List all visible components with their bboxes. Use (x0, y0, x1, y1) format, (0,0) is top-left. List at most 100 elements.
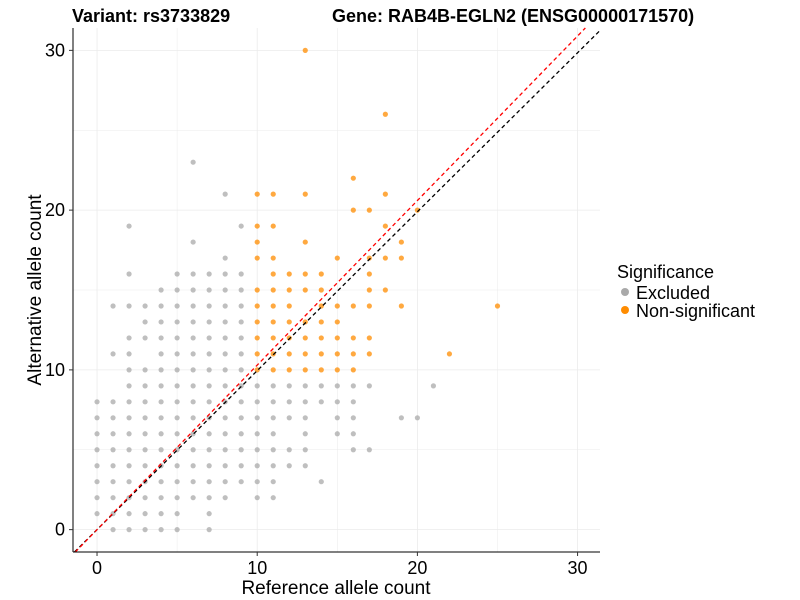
point-excluded (238, 271, 244, 277)
point-excluded (174, 287, 180, 293)
point-non-significant (446, 351, 453, 357)
point-excluded (110, 479, 116, 485)
point-excluded (142, 335, 148, 341)
point-excluded (366, 447, 372, 453)
point-excluded (94, 463, 100, 469)
point-excluded (190, 239, 196, 245)
point-excluded (126, 383, 132, 389)
point-excluded (318, 479, 324, 485)
point-non-significant (318, 303, 324, 309)
point-excluded (302, 383, 308, 389)
point-non-significant (318, 335, 324, 341)
point-excluded (222, 495, 228, 501)
point-excluded (238, 367, 244, 373)
point-excluded (350, 431, 356, 437)
point-non-significant (366, 207, 372, 213)
point-non-significant (398, 255, 404, 261)
point-non-significant (318, 271, 324, 277)
point-non-significant (494, 303, 501, 309)
point-non-significant (254, 303, 260, 309)
point-excluded (350, 447, 356, 453)
point-excluded (190, 319, 196, 325)
point-excluded (206, 431, 212, 437)
x-tick-label: 30 (568, 558, 588, 578)
point-non-significant (366, 287, 372, 293)
point-excluded (398, 415, 404, 421)
point-excluded (334, 431, 340, 437)
point-non-significant (382, 111, 388, 117)
point-non-significant (382, 255, 388, 261)
point-non-significant (254, 239, 260, 245)
point-excluded (190, 271, 196, 277)
point-non-significant (254, 335, 260, 341)
point-excluded (366, 383, 372, 389)
point-non-significant (382, 287, 388, 293)
point-excluded (126, 431, 132, 437)
point-non-significant (302, 191, 308, 197)
point-non-significant (334, 255, 340, 261)
y-tick-label: 0 (55, 520, 65, 540)
point-non-significant (286, 303, 292, 309)
point-excluded (142, 319, 148, 325)
legend-label-excluded: Excluded (636, 283, 710, 303)
point-non-significant (302, 47, 308, 53)
reference-lines (74, 27, 601, 553)
point-excluded (126, 527, 132, 533)
point-excluded (142, 431, 148, 437)
point-excluded (190, 479, 196, 485)
legend-swatch-excluded (621, 288, 629, 296)
point-non-significant (270, 367, 276, 373)
point-excluded (222, 383, 228, 389)
point-excluded (94, 495, 100, 501)
point-excluded (94, 447, 100, 453)
point-excluded (94, 479, 100, 485)
point-excluded (238, 415, 244, 421)
point-excluded (142, 511, 148, 517)
y-axis-label: Alternative allele count (25, 194, 46, 386)
point-excluded (110, 351, 116, 357)
point-excluded (350, 399, 356, 405)
x-tick-label: 0 (92, 558, 102, 578)
point-excluded (302, 399, 308, 405)
point-non-significant (302, 351, 308, 357)
point-excluded (206, 287, 212, 293)
point-excluded (110, 527, 116, 533)
point-excluded (222, 319, 228, 325)
point-excluded (190, 383, 196, 389)
point-excluded (126, 463, 132, 469)
point-excluded (190, 335, 196, 341)
point-excluded (158, 303, 164, 309)
x-tick-label: 20 (407, 558, 427, 578)
point-excluded (126, 335, 132, 341)
point-non-significant (302, 319, 308, 325)
point-non-significant (350, 207, 356, 213)
point-non-significant (302, 271, 308, 277)
point-non-significant (318, 287, 324, 293)
point-excluded (142, 383, 148, 389)
point-non-significant (302, 239, 308, 245)
point-excluded (190, 463, 196, 469)
point-excluded (254, 415, 260, 421)
point-excluded (254, 447, 260, 453)
point-excluded (270, 383, 276, 389)
point-excluded (158, 351, 164, 357)
point-excluded (94, 399, 100, 405)
point-excluded (190, 159, 196, 165)
point-excluded (238, 319, 244, 325)
point-non-significant (334, 319, 340, 325)
point-non-significant (302, 287, 308, 293)
point-excluded (270, 495, 276, 501)
point-non-significant (334, 351, 340, 357)
identity-line (74, 30, 601, 553)
point-non-significant (286, 319, 292, 325)
point-excluded (190, 447, 196, 453)
point-excluded (174, 335, 180, 341)
point-excluded (158, 367, 164, 373)
point-excluded (270, 479, 276, 485)
point-excluded (126, 415, 132, 421)
point-excluded (238, 447, 244, 453)
point-non-significant (254, 223, 260, 229)
point-excluded (286, 383, 292, 389)
point-non-significant (350, 303, 356, 309)
point-excluded (174, 463, 180, 469)
